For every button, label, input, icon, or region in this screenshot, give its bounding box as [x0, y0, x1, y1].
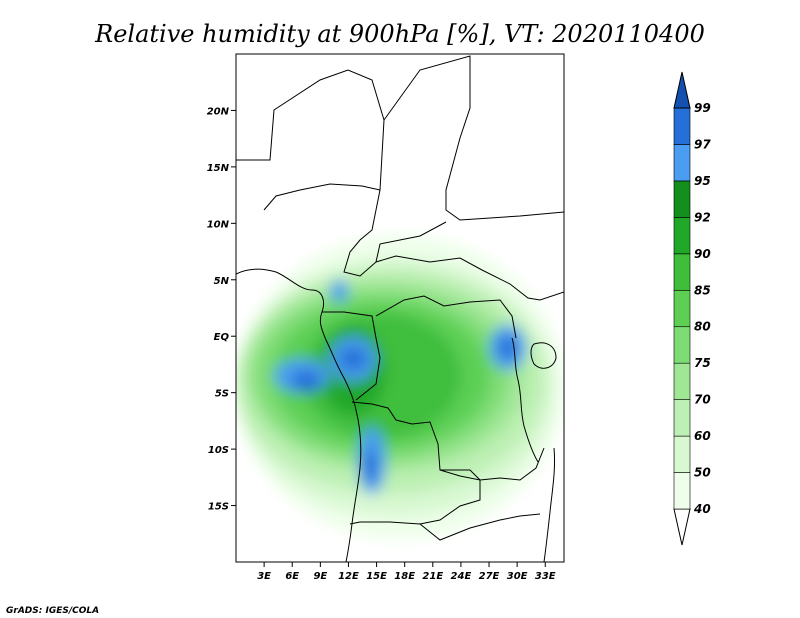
mozambique-coast: [543, 447, 556, 562]
lon-tick-label: 33E: [535, 571, 556, 582]
border-north-2: [383, 55, 564, 221]
colorbar-label: 50: [694, 466, 711, 480]
colorbar-upper-triangle: [673, 71, 691, 109]
colorbar-segment: [673, 326, 691, 364]
humidity-region: [292, 370, 321, 393]
lon-tick-label: 6E: [285, 571, 299, 582]
lon-tick-label: 15E: [366, 571, 387, 582]
lon-tick-label: 24E: [451, 571, 472, 582]
east-african-lakes: [511, 337, 539, 463]
lat-tick-label: 5N: [214, 276, 230, 287]
lon-tick-label: 21E: [422, 571, 443, 582]
west-africa-coastline: [236, 268, 362, 562]
chart-title: Relative humidity at 900hPa [%], VT: 202…: [94, 20, 705, 48]
colorbar-segment: [673, 399, 691, 437]
colorbar-label: 97: [694, 137, 711, 151]
coastlines-and-borders: [236, 55, 564, 562]
colorbar-label: 85: [694, 283, 711, 297]
colorbar-segment: [673, 217, 691, 255]
credit-text: GrADS: IGES/COLA: [6, 606, 99, 616]
lon-tick-label: 12E: [338, 571, 359, 582]
border-gabon-congo: [322, 311, 381, 401]
humidity-region: [339, 347, 368, 371]
lat-tick-label: 10S: [208, 445, 229, 456]
colorbar-label: 95: [694, 174, 711, 188]
humidity-region: [498, 336, 518, 359]
colorbar-label: 92: [694, 210, 711, 224]
colorbar-label: 70: [694, 393, 711, 407]
colorbar-label: 60: [694, 429, 711, 443]
colorbar-segment: [673, 435, 691, 473]
lat-tick-label: 15S: [208, 502, 229, 513]
border-south: [419, 513, 541, 541]
colorbar-segment: [673, 180, 691, 218]
colorbar-label: 99: [694, 101, 711, 115]
colorbar-label: 80: [694, 320, 711, 334]
lon-tick-label: 3E: [257, 571, 271, 582]
longitude-axis: 3E 6E 9E 12E 15E 18E 21E 24E 27E 30E 33E: [257, 562, 556, 582]
map-border: [235, 53, 565, 563]
humidity-field: [236, 234, 564, 540]
colorbar-label: 90: [694, 247, 711, 261]
colorbar-segment: [673, 107, 691, 145]
border-car: [375, 255, 564, 301]
colorbar-segment: [673, 362, 691, 400]
lon-tick-label: 18E: [394, 571, 415, 582]
lat-tick-label: 5S: [215, 389, 229, 400]
lon-tick-label: 9E: [313, 571, 327, 582]
lake-victoria: [530, 342, 557, 369]
border-angola: [349, 401, 481, 525]
lat-tick-label: 10N: [207, 219, 230, 230]
humidity-region: [329, 279, 349, 303]
latitude-axis: 20N 15N 10N 5N EQ 5S 10S 15S: [207, 106, 236, 513]
humidity-region: [362, 449, 377, 483]
lat-tick-label: 20N: [207, 106, 230, 117]
colorbar-segment: [673, 253, 691, 291]
colorbar-label: 40: [693, 502, 711, 516]
colorbar-lower-triangle: [673, 508, 691, 546]
colorbar-segment: [673, 472, 691, 510]
colorbar-segment: [673, 144, 691, 182]
lon-tick-label: 27E: [479, 571, 500, 582]
colorbar-segment: [673, 289, 691, 328]
colorbar-label: 75: [694, 356, 711, 370]
colorbar: 40 50 60 70 75 80 85 90 92 95 97 99: [673, 71, 711, 546]
border-drc-north: [375, 295, 517, 339]
lat-tick-label: EQ: [214, 332, 230, 343]
lat-tick-label: 15N: [207, 163, 230, 174]
border-zambia: [439, 447, 545, 481]
border-chad: [343, 189, 447, 277]
lon-tick-label: 30E: [507, 571, 528, 582]
